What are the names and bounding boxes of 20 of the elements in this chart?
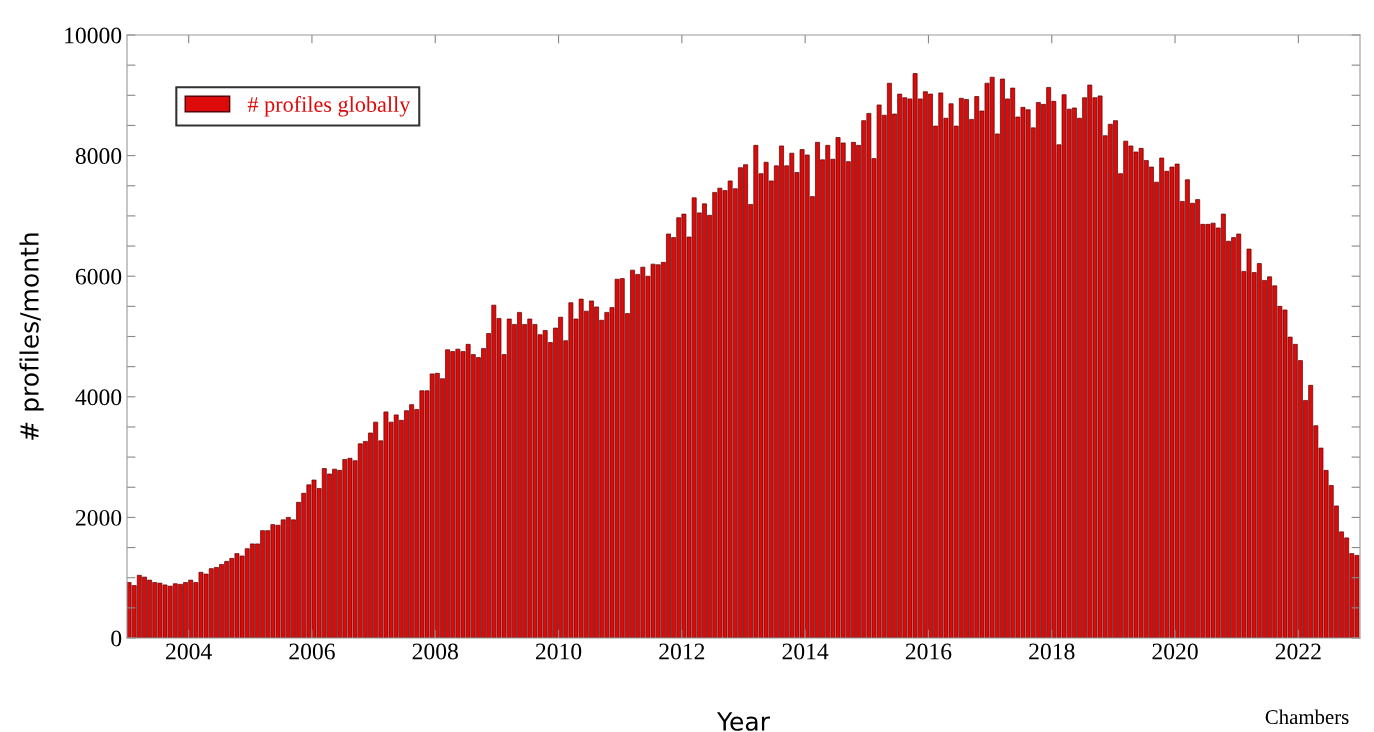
y-tick-label: 10000 [65, 27, 122, 44]
x-tick-label: 2010 [535, 643, 582, 660]
y-tick-label: 4000 [75, 389, 122, 406]
y-tick-label: 2000 [75, 509, 122, 526]
x-tick-label: 2020 [1152, 643, 1198, 660]
y-axis-title: # profiles/month [19, 233, 44, 440]
x-tick-label: 2014 [782, 643, 829, 660]
x-tick-label: 2012 [659, 643, 705, 660]
text: Chambers [1265, 709, 1349, 725]
x-tick-label: 2018 [1029, 643, 1075, 660]
y-tick-label: 0 [111, 630, 122, 647]
y-tick-label: 6000 [75, 268, 122, 285]
x-tick-label: 2004 [166, 643, 212, 660]
legend-label: # profiles globally [247, 96, 411, 117]
y-tick-label: 8000 [75, 148, 122, 165]
x-tick-label: 2022 [1275, 643, 1321, 660]
x-tick-label: 2016 [905, 643, 952, 660]
x-tick-label: 2006 [289, 643, 335, 660]
x-axis-title: Year [716, 712, 770, 731]
x-tick-label: 2008 [412, 643, 458, 660]
